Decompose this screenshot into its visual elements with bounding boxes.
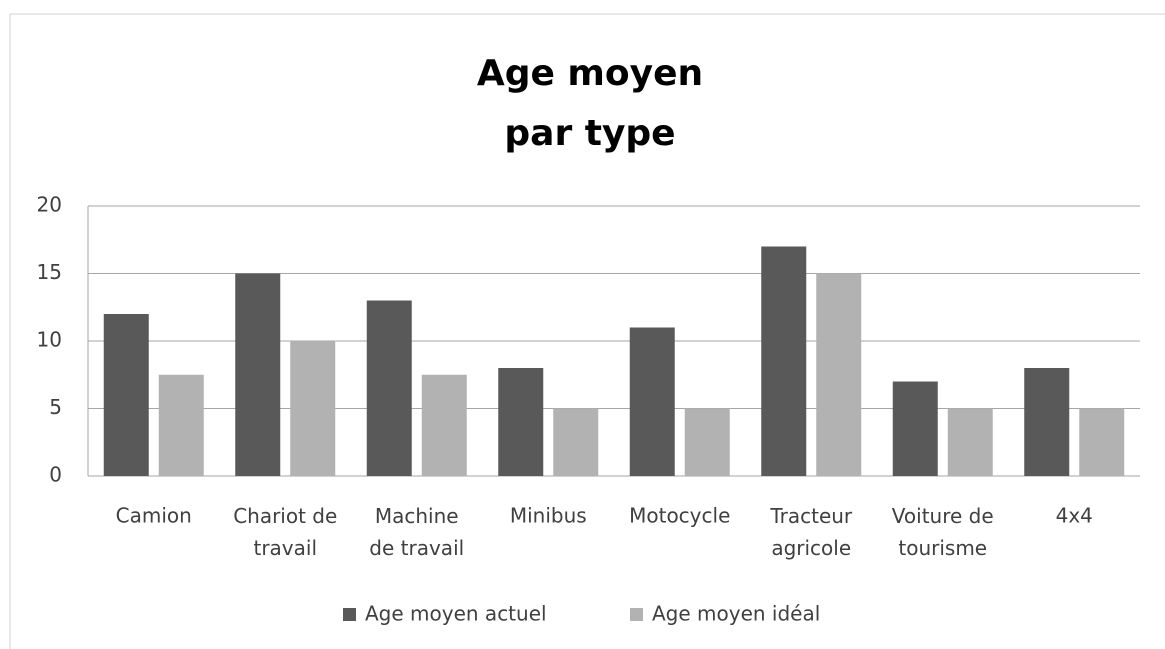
bar xyxy=(684,408,730,476)
x-tick-label: Tracteur agricole xyxy=(769,504,853,560)
x-tick-label: Machine de travail xyxy=(369,504,464,560)
bar xyxy=(290,341,336,476)
y-tick-label: 5 xyxy=(49,395,62,419)
y-tick-label: 0 xyxy=(49,463,62,487)
legend-swatch xyxy=(630,608,643,621)
bar xyxy=(629,327,675,476)
bar xyxy=(553,408,599,476)
chart-title: Age moyen par type xyxy=(477,53,703,154)
x-tick-label: Chariot de travail xyxy=(233,504,337,560)
bar xyxy=(892,381,938,476)
bar xyxy=(103,314,149,476)
bar xyxy=(947,408,993,476)
bar xyxy=(421,374,467,476)
bar xyxy=(235,273,281,476)
legend-label: Age moyen idéal xyxy=(652,602,820,626)
bar xyxy=(1024,368,1070,476)
y-tick-label: 10 xyxy=(37,328,62,352)
legend-label: Age moyen actuel xyxy=(365,602,547,626)
bar xyxy=(498,368,544,476)
x-tick-label: 4x4 xyxy=(1056,504,1093,528)
bar xyxy=(158,374,204,476)
x-tick-label: Camion xyxy=(116,504,192,528)
y-tick-label: 15 xyxy=(37,260,62,284)
bar xyxy=(761,246,807,476)
x-tick-label: Voiture de tourisme xyxy=(892,504,994,560)
x-tick-label: Minibus xyxy=(510,504,587,528)
y-tick-label: 20 xyxy=(37,193,62,217)
bar xyxy=(366,300,412,476)
x-tick-label: Motocycle xyxy=(629,504,730,528)
bar xyxy=(1079,408,1125,476)
chart-frame xyxy=(9,13,1165,649)
legend-swatch xyxy=(343,608,356,621)
bar xyxy=(816,273,862,476)
